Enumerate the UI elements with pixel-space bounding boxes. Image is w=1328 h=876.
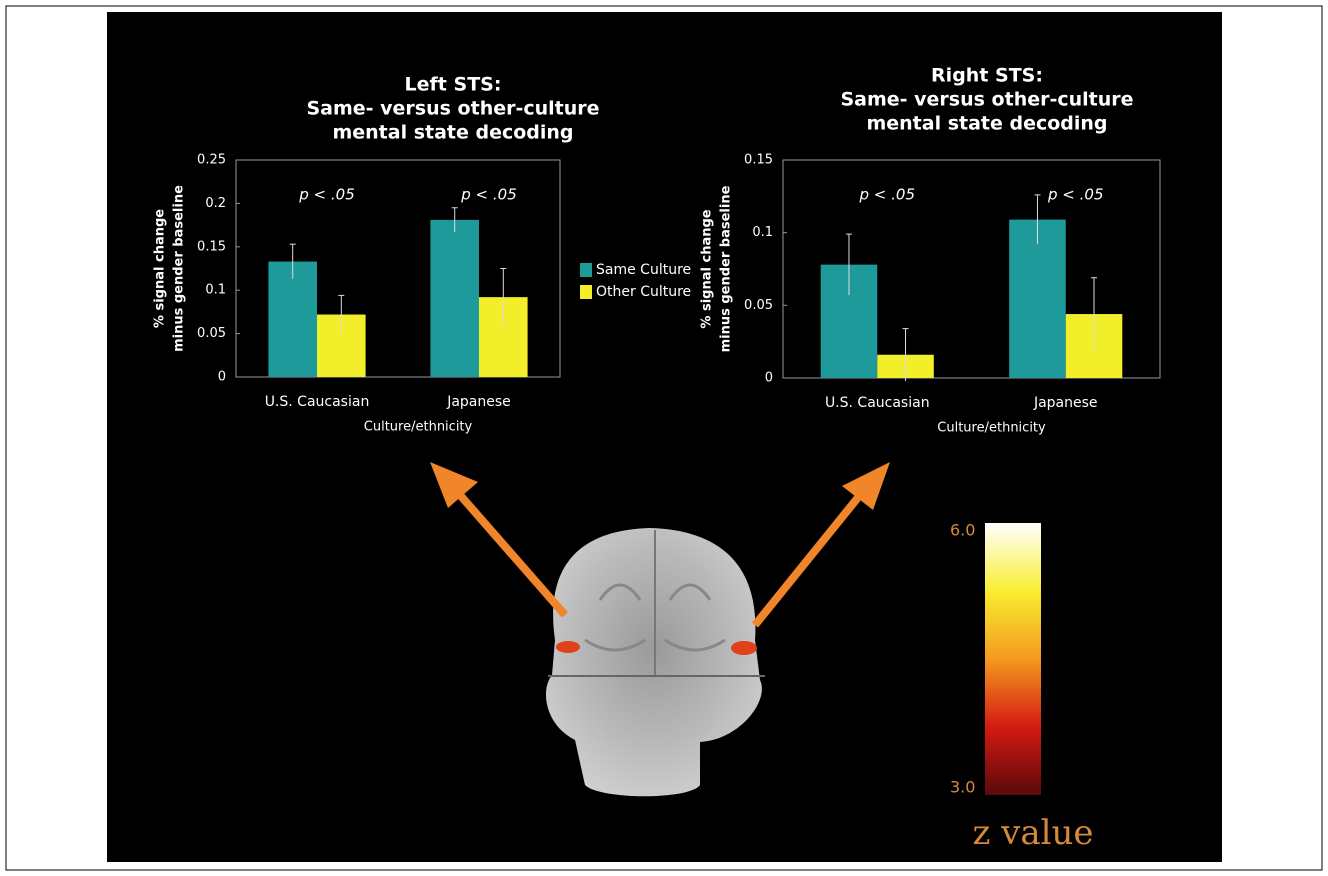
x-tick-label: Japanese	[446, 394, 511, 410]
x-tick-label: U.S. Caucasian	[265, 394, 370, 410]
legend-swatch	[580, 263, 592, 277]
bar	[268, 261, 317, 377]
x-tick-label: Japanese	[1033, 395, 1098, 411]
y-tick-label: 0.1	[752, 225, 773, 240]
chart-title: mental state decoding	[866, 113, 1107, 135]
colorbar-tick-label: 6.0	[950, 521, 975, 540]
y-axis-label: minus gender baseline	[719, 185, 734, 352]
y-tick-label: 0.15	[197, 239, 226, 254]
y-axis-label: minus gender baseline	[172, 185, 187, 352]
legend-label: Same Culture	[596, 262, 691, 278]
colorbar-label: z value	[972, 813, 1093, 853]
y-tick-label: 0.1	[205, 283, 226, 298]
plot-frame	[235, 159, 561, 378]
x-tick-label: U.S. Caucasian	[825, 395, 930, 411]
y-axis-label: % signal change	[700, 209, 715, 328]
plot-frame	[782, 159, 1161, 379]
colorbar	[985, 523, 1041, 795]
x-axis-label: Culture/ethnicity	[364, 420, 473, 435]
y-tick-label: 0	[765, 371, 773, 386]
x-axis-label: Culture/ethnicity	[937, 421, 1046, 436]
annotation: p < .05	[460, 186, 516, 204]
legend-label: Other Culture	[596, 284, 691, 300]
chart-title: mental state decoding	[332, 122, 573, 144]
annotation: p < .05	[1047, 186, 1103, 204]
chart-title: Left STS:	[405, 74, 502, 96]
frame	[5, 5, 1323, 871]
y-tick-label: 0.15	[744, 153, 773, 168]
y-tick-label: 0	[218, 370, 226, 385]
y-axis-label: % signal change	[153, 209, 168, 328]
legend-swatch	[580, 285, 592, 299]
y-tick-label: 0.2	[205, 196, 226, 211]
arrows	[430, 462, 890, 628]
chart-title: Right STS:	[931, 65, 1043, 87]
y-tick-label: 0.05	[197, 326, 226, 341]
annotation: p < .05	[859, 186, 915, 204]
bar	[1009, 219, 1066, 378]
bar	[430, 219, 479, 377]
brain-image	[545, 528, 765, 797]
chart-title: Same- versus other-culture	[306, 98, 599, 120]
y-tick-label: 0.25	[197, 153, 226, 168]
colorbar-tick-label: 3.0	[950, 778, 975, 797]
y-tick-label: 0.05	[744, 298, 773, 313]
annotation: p < .05	[298, 186, 354, 204]
chart-title: Same- versus other-culture	[840, 89, 1133, 111]
